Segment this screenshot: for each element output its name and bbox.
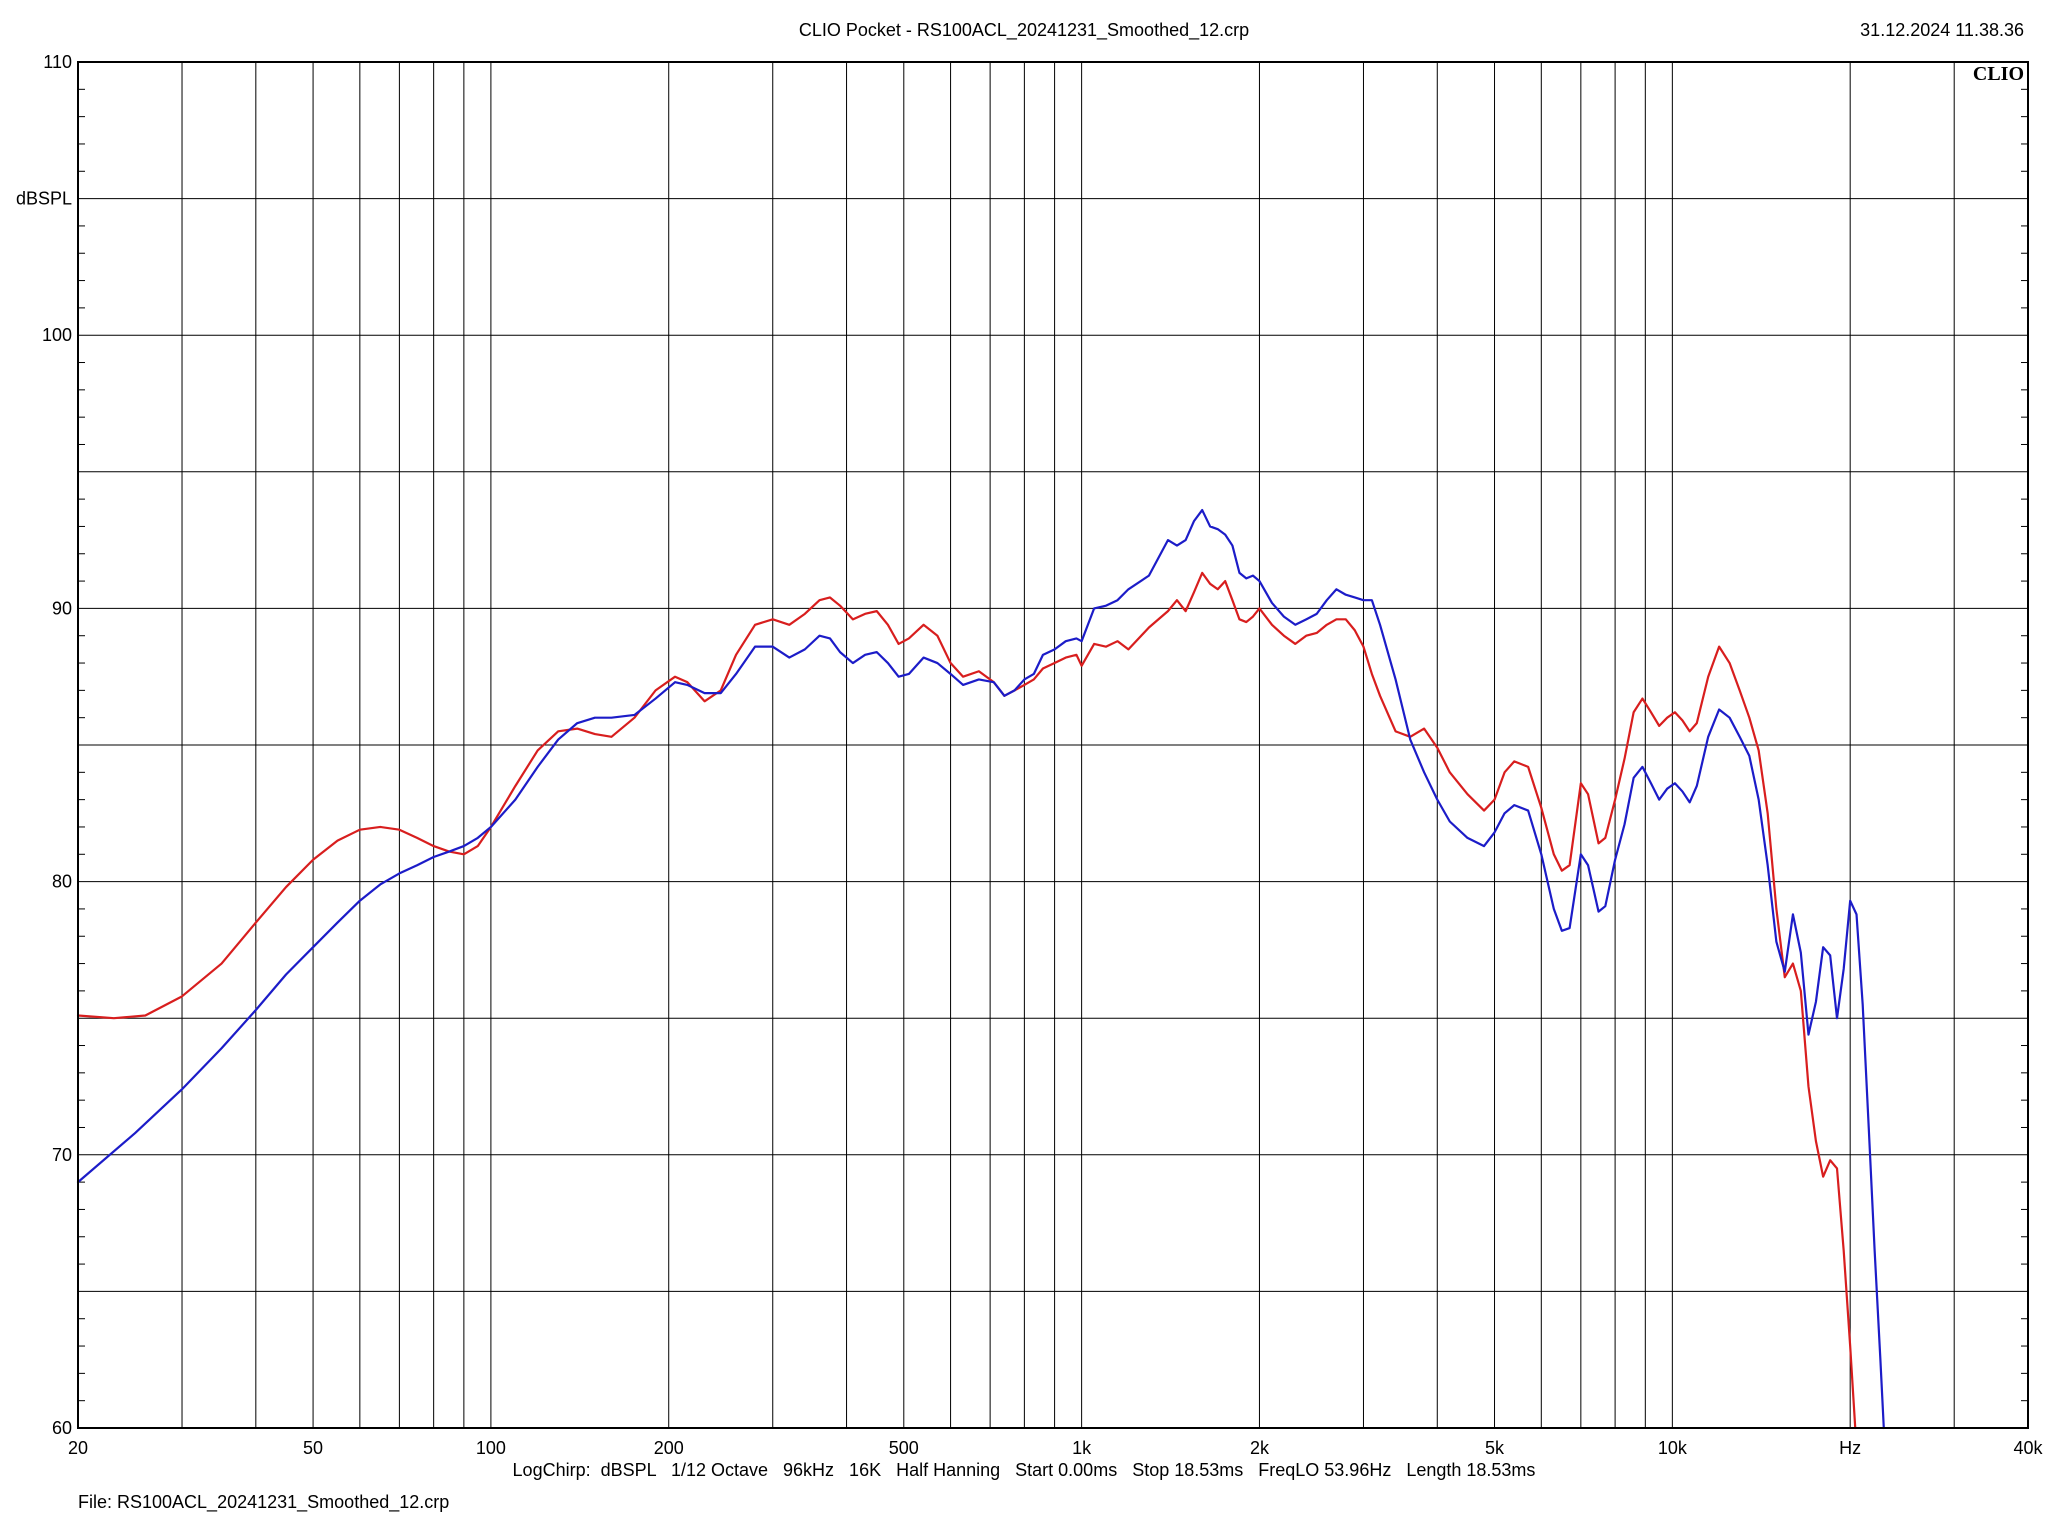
y-tick-label: 90: [52, 598, 72, 618]
clio-watermark: CLIO: [1973, 63, 2024, 85]
axis-ticks: [78, 88, 2028, 1402]
plot-frame: [77, 61, 2029, 1429]
x-tick-label: 20: [68, 1438, 88, 1458]
x-tick-label: Hz: [1839, 1438, 1861, 1458]
y-tick-label: 60: [52, 1418, 72, 1438]
x-tick-label: 40k: [2013, 1438, 2043, 1458]
timestamp: 31.12.2024 11.38.36: [1860, 20, 2024, 40]
y-tick-label: 100: [42, 325, 72, 345]
x-tick-label: 200: [654, 1438, 684, 1458]
measurement-settings: LogChirp: dBSPL 1/12 Octave 96kHz 16K Ha…: [512, 1460, 1536, 1480]
grid: [78, 62, 2028, 1428]
y-axis-label: dBSPL: [16, 189, 72, 209]
y-tick-label: 110: [43, 52, 72, 72]
series-line-1: [76, 571, 1857, 1430]
x-tick-label: 500: [889, 1438, 919, 1458]
x-tick-label: 5k: [1485, 1438, 1505, 1458]
x-tick-label: 100: [476, 1438, 506, 1458]
x-tick-label: 1k: [1072, 1438, 1092, 1458]
x-tick-label: 50: [303, 1438, 323, 1458]
y-tick-label: 70: [52, 1145, 72, 1165]
x-tick-label: 2k: [1250, 1438, 1270, 1458]
chart-title: CLIO Pocket - RS100ACL_20241231_Smoothed…: [798, 20, 1250, 40]
series-line-2: [76, 508, 1885, 1430]
series-layer: [76, 508, 1885, 1430]
file-name: File: RS100ACL_20241231_Smoothed_12.crp: [78, 1492, 450, 1512]
y-tick-label: 80: [52, 872, 72, 892]
x-tick-label: 10k: [1658, 1438, 1688, 1458]
